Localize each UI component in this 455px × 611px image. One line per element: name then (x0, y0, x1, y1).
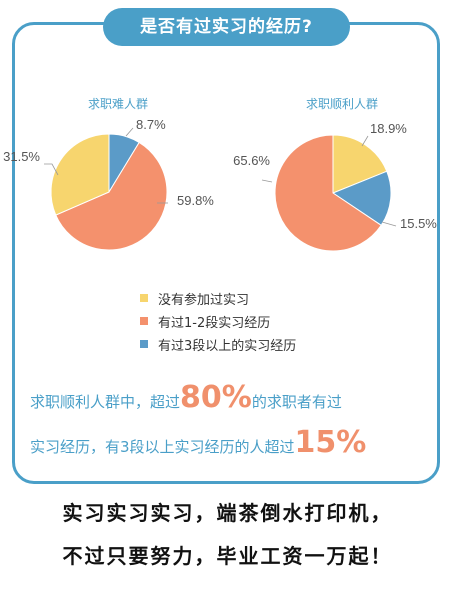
pie-label-three-plus: 15.5% (400, 216, 437, 231)
leader-line (381, 221, 397, 227)
legend-swatch (140, 340, 148, 348)
handwritten-line-1: 实习实习实习，端茶倒水打印机， (62, 501, 393, 525)
page-title: 是否有过实习的经历? (103, 8, 350, 46)
pie-slice-one-two (274, 134, 382, 252)
legend-label: 有过1-2段实习经历 (158, 315, 271, 331)
summary-text: 实习经历，有3段以上实习经历的人超过 (30, 438, 295, 456)
legend-swatch (140, 294, 148, 302)
legend: 没有参加过实习 有过1-2段实习经历 有过3段以上的实习经历 (140, 288, 296, 357)
summary-text: 求职顺利人群中，超过 (30, 393, 181, 411)
pie-label-one-two: 65.6% (233, 153, 270, 168)
pie-title-right: 求职顺利人群 (306, 97, 379, 111)
pie-chart-right: 18.9% 65.6% 15.5% (233, 121, 437, 252)
summary-highlight: 15% (294, 425, 367, 460)
pie-slice-three-plus (331, 170, 392, 226)
pie-slice-no-intern (50, 133, 110, 216)
leader-line (44, 163, 59, 176)
legend-label: 没有参加过实习 (158, 292, 250, 308)
legend-label: 有过3段以上的实习经历 (158, 338, 297, 354)
summary-highlight: 80% (180, 380, 252, 415)
legend-item-three-plus: 有过3段以上的实习经历 (140, 334, 296, 354)
pie-label-three-plus: 8.7% (136, 117, 166, 132)
leader-line (261, 179, 273, 183)
pie-slice-one-two (55, 141, 168, 251)
leader-line (125, 127, 134, 137)
summary-line-1: 求职顺利人群中，超过80%的求职者有过 (30, 380, 342, 415)
pie-title-left: 求职难人群 (88, 97, 149, 111)
handwritten-line-2: 不过只要努力，毕业工资一万起！ (62, 544, 393, 568)
legend-item-no-intern: 没有参加过实习 (140, 288, 296, 308)
leader-line (361, 135, 369, 147)
pie-label-no-intern: 31.5% (3, 149, 40, 164)
pie-slice-no-intern (332, 134, 388, 194)
summary-line-2: 实习经历，有3段以上实习经历的人超过15% (30, 425, 366, 460)
legend-swatch (140, 317, 148, 325)
summary-text: 的求职者有过 (251, 393, 342, 411)
pie-label-one-two: 59.8% (177, 193, 214, 208)
legend-item-one-two: 有过1-2段实习经历 (140, 311, 296, 331)
pie-chart-left: 31.5% 59.8% 8.7% (3, 117, 214, 251)
pie-label-no-intern: 18.9% (370, 121, 407, 136)
